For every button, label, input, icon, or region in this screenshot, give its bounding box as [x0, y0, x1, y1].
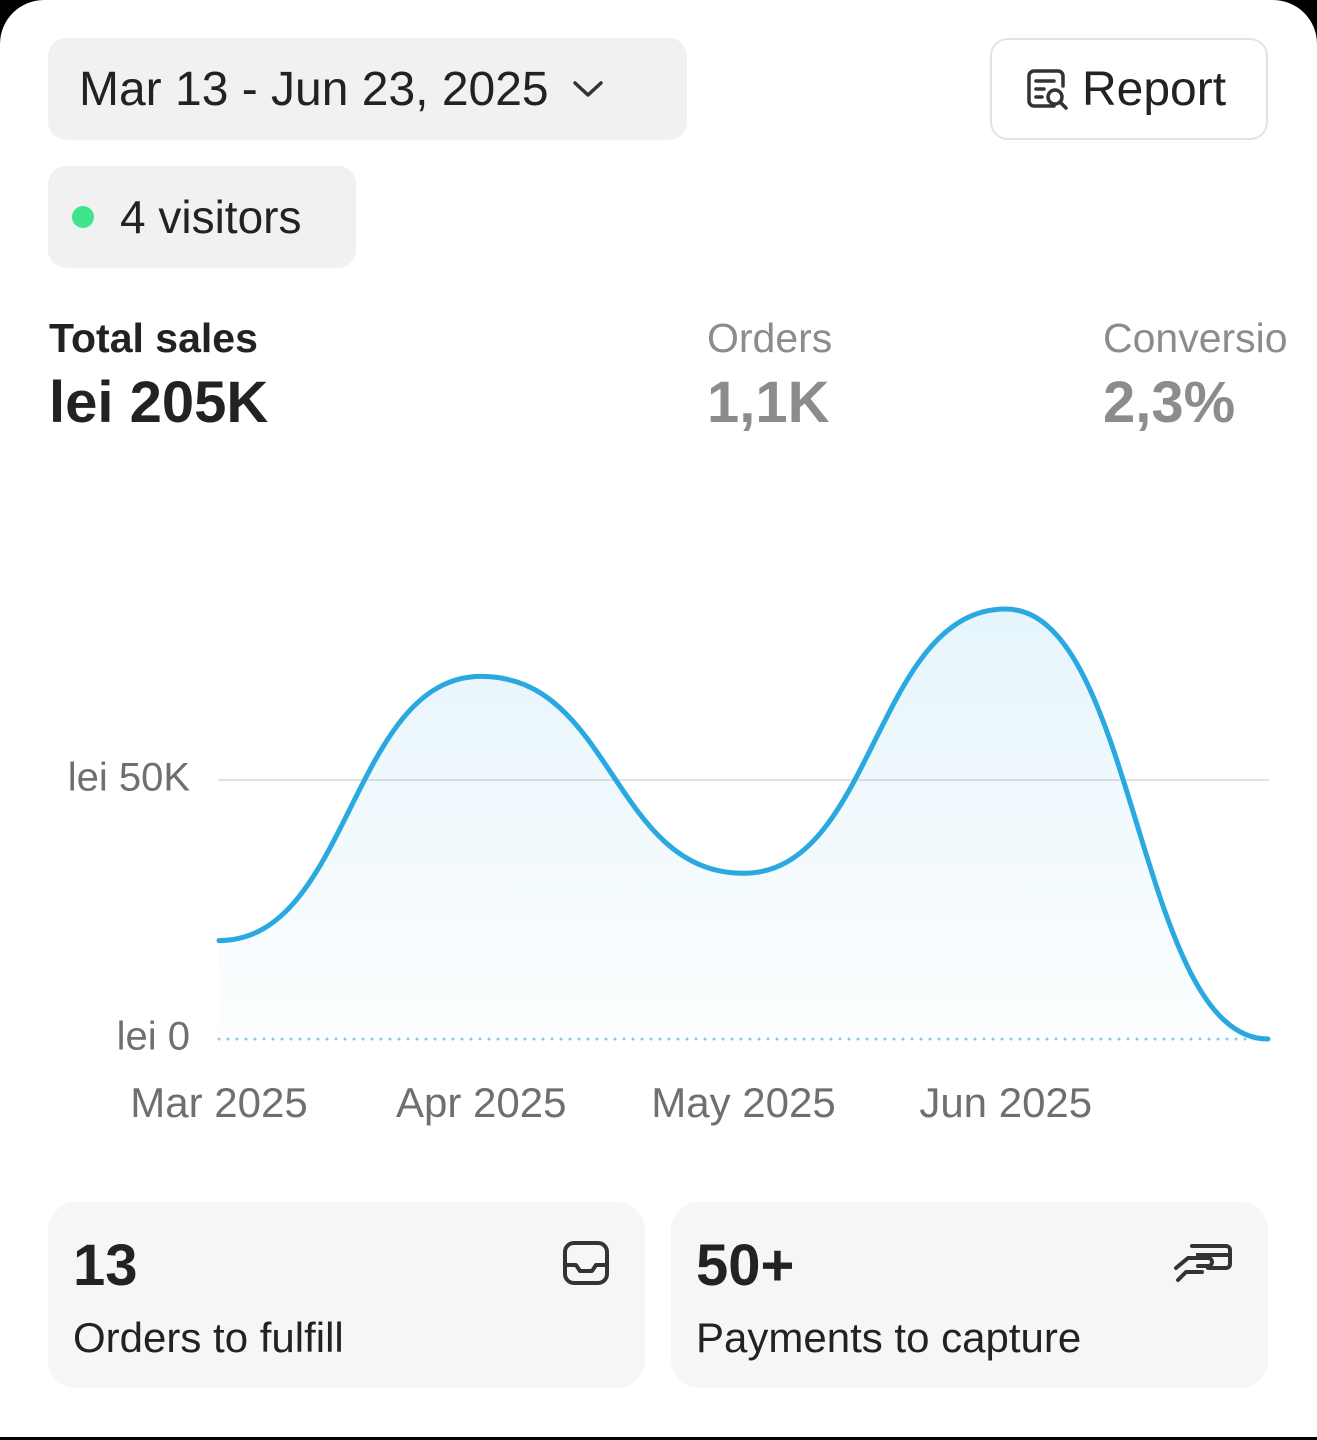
sales-chart: lei 0 lei 50K Mar 2025 Apr 2025 May 2025 Jun …: [68, 606, 1271, 1126]
report-icon: [1027, 69, 1068, 110]
orders-card[interactable]: 13 Orders to fulfill: [48, 1202, 645, 1388]
metric-value: lei 205K: [49, 370, 269, 435]
metric-value: 1,1K: [707, 370, 830, 435]
x-tick-label: May 2025: [651, 1079, 835, 1126]
y-tick-label: lei 0: [117, 1015, 190, 1059]
card-value: 50+: [696, 1233, 795, 1298]
visitors-pill[interactable]: 4 visitors: [48, 166, 356, 268]
chevron-icon: [572, 81, 603, 97]
visitors-label: 4 visitors: [120, 191, 302, 243]
date-range: Mar 13 - Jun 23, 2025: [79, 62, 549, 116]
line: [216, 606, 1271, 1042]
metric[interactable]: Total sales lei 205K: [49, 312, 268, 438]
payment-icon: [1174, 1244, 1232, 1282]
metric-label: Total sales: [49, 315, 258, 361]
metric[interactable]: Conversio 2,3%: [1103, 312, 1288, 438]
x-tick-label: Jun 2025: [919, 1079, 1092, 1126]
card-label: Orders to fulfill: [73, 1314, 344, 1361]
live-dot: [72, 206, 94, 228]
report-button[interactable]: Report: [990, 38, 1268, 140]
report-label: Report: [1082, 62, 1227, 116]
metric-label: Conversio: [1103, 315, 1288, 361]
inbox-icon: [563, 1241, 609, 1285]
x-tick-label: Mar 2025: [130, 1079, 307, 1126]
x-tick-label: Apr 2025: [396, 1079, 566, 1126]
date-range-picker[interactable]: Mar 13 - Jun 23, 2025: [48, 38, 687, 140]
metric-label: Orders: [707, 315, 833, 361]
payments-card[interactable]: 50+ Payments to capture: [671, 1202, 1268, 1388]
metric[interactable]: Orders 1,1K: [707, 312, 832, 438]
metric-value: 2,3%: [1103, 370, 1236, 435]
card-label: Payments to capture: [696, 1314, 1082, 1361]
card-value: 13: [73, 1233, 138, 1298]
area: [219, 609, 1268, 1039]
y-tick-label: lei 50K: [68, 756, 191, 800]
